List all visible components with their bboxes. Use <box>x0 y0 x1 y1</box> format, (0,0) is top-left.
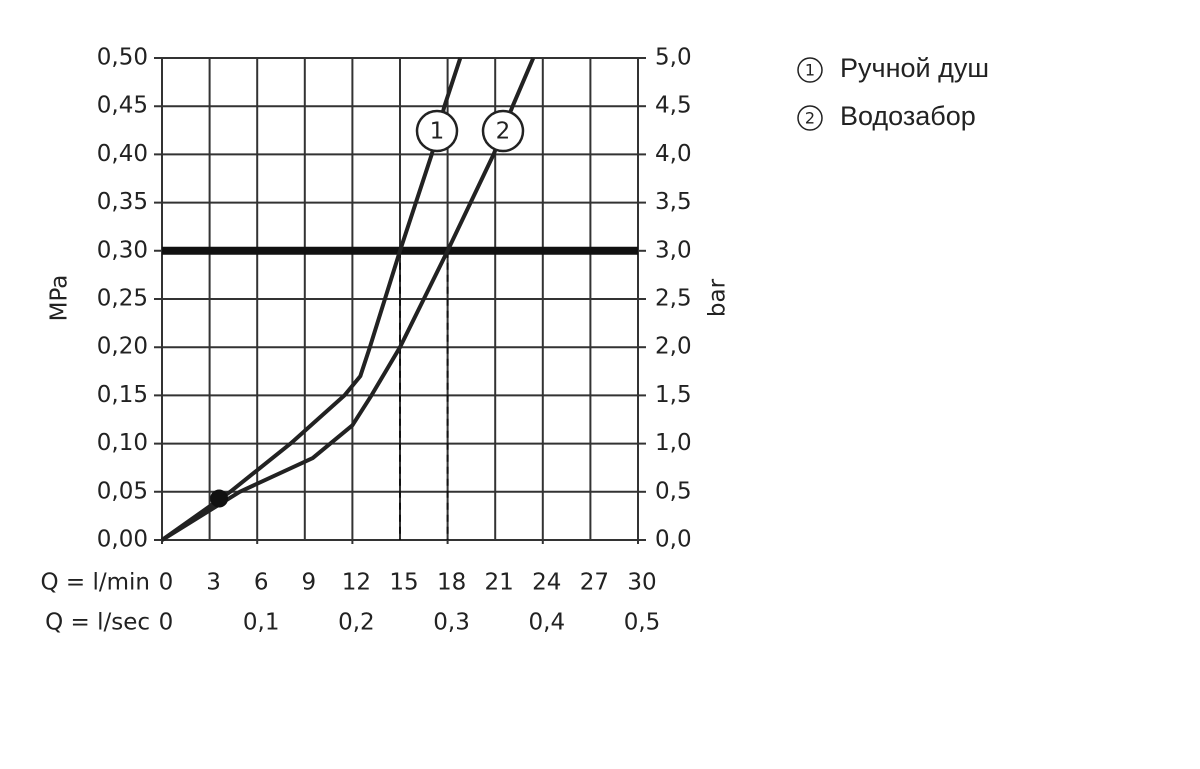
x2-tick-label: 0,2 <box>338 610 375 636</box>
data-point <box>210 489 229 508</box>
legend-marker-label: 2 <box>805 109 815 128</box>
y-tick-label: 0,45 <box>97 93 148 119</box>
x-axis-label: Q = l/min <box>40 570 150 596</box>
x-tick-label: 15 <box>389 570 418 596</box>
x-tick-label: 21 <box>485 570 514 596</box>
x-tick-label: 30 <box>627 570 656 596</box>
curve-marker <box>415 109 459 153</box>
x2-tick-label: 0,1 <box>243 610 280 636</box>
y-tick-label: 0,00 <box>97 527 148 553</box>
x2-axis-label: Q = l/sec <box>45 610 150 636</box>
curve-marker <box>481 109 525 153</box>
y-tick-label: 0,25 <box>97 286 148 312</box>
y-tick-label: 0,20 <box>97 334 148 360</box>
y-axis-label: MPa <box>47 275 73 322</box>
y2-tick-label: 3,0 <box>655 237 692 263</box>
legend-marker <box>797 57 823 83</box>
x-tick-label: 27 <box>580 570 609 596</box>
x-tick-label: 9 <box>301 570 316 596</box>
legend-marker <box>797 105 823 131</box>
x-tick-label: 6 <box>254 570 269 596</box>
y-tick-label: 0,30 <box>97 237 148 263</box>
x2-tick-label: 0,5 <box>624 610 661 636</box>
y2-tick-label: 4,0 <box>655 141 692 167</box>
y2-axis-label: bar <box>705 278 731 317</box>
y-tick-label: 0,10 <box>97 430 148 456</box>
curve-marker-label: 2 <box>496 119 511 145</box>
x2-tick-label: 0,3 <box>433 610 470 636</box>
y2-tick-label: 1,0 <box>655 430 692 456</box>
y2-tick-label: 0,5 <box>655 478 692 504</box>
y2-tick-label: 5,0 <box>655 45 692 71</box>
legend-label: Водозабор <box>840 101 976 131</box>
y2-tick-label: 0,0 <box>655 527 692 553</box>
curve-marker-label: 1 <box>430 119 445 145</box>
y2-tick-label: 3,5 <box>655 189 692 215</box>
y-tick-label: 0,15 <box>97 382 148 408</box>
x-tick-label: 3 <box>206 570 221 596</box>
x-tick-label: 24 <box>532 570 561 596</box>
y-tick-label: 0,35 <box>97 189 148 215</box>
legend-label: Ручной душ <box>840 53 989 83</box>
y-tick-label: 0,40 <box>97 141 148 167</box>
x-tick-label: 18 <box>437 570 466 596</box>
y-tick-label: 0,50 <box>97 45 148 71</box>
x2-tick-label: 0 <box>159 610 174 636</box>
y-tick-label: 0,05 <box>97 478 148 504</box>
legend-marker-label: 1 <box>805 61 815 80</box>
y2-tick-label: 2,5 <box>655 286 692 312</box>
y2-tick-label: 1,5 <box>655 382 692 408</box>
x-tick-label: 12 <box>342 570 371 596</box>
y2-tick-label: 4,5 <box>655 93 692 119</box>
x-tick-label: 0 <box>159 570 174 596</box>
x2-tick-label: 0,4 <box>529 610 566 636</box>
y2-tick-label: 2,0 <box>655 334 692 360</box>
